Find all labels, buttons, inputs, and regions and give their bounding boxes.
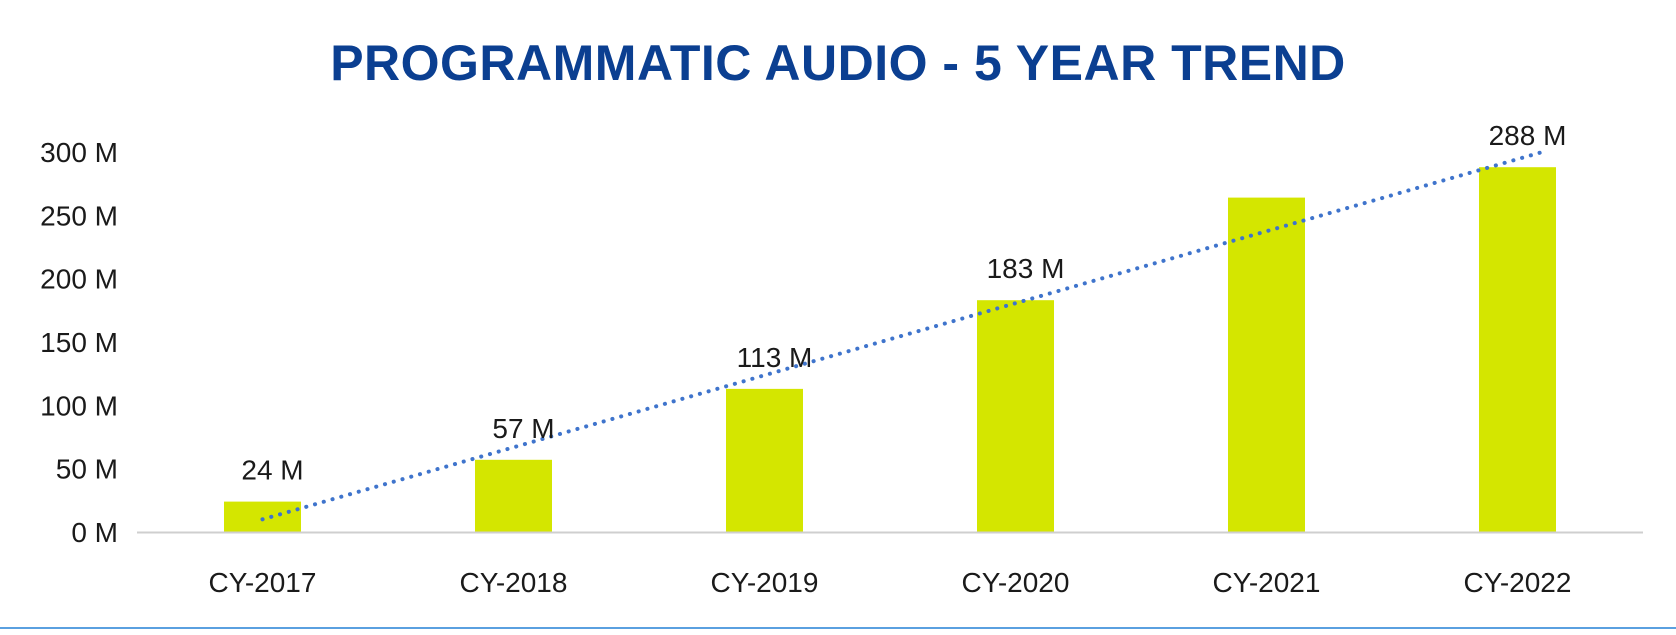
bars (224, 167, 1556, 532)
bar (224, 501, 301, 532)
bottom-divider (0, 627, 1676, 629)
data-label: 183 M (987, 253, 1065, 284)
bar (1228, 197, 1305, 532)
data-label: 288 M (1489, 120, 1567, 151)
x-tick-label: CY-2022 (1464, 567, 1572, 598)
x-tick-label: CY-2018 (460, 567, 568, 598)
x-tick-label: CY-2021 (1213, 567, 1321, 598)
y-axis-tick-labels: 0 M 50 M 100 M 150 M 200 M 250 M 300 M (40, 137, 118, 548)
data-label: 24 M (241, 455, 303, 486)
bar (726, 388, 803, 532)
chart-title: PROGRAMMATIC AUDIO - 5 YEAR TREND (330, 35, 1346, 91)
bar (475, 459, 552, 532)
data-label: 57 M (492, 413, 554, 444)
x-tick-label: CY-2020 (962, 567, 1070, 598)
bar (977, 300, 1054, 532)
y-tick-label: 100 M (40, 390, 118, 421)
x-tick-label: CY-2019 (711, 567, 819, 598)
y-tick-label: 300 M (40, 137, 118, 168)
y-tick-label: 200 M (40, 264, 118, 295)
trendline (260, 150, 1545, 522)
x-axis-tick-labels: CY-2017 CY-2018 CY-2019 CY-2020 CY-2021 CY-20… (209, 567, 1572, 598)
data-label: 113 M (737, 342, 813, 373)
bar (1479, 167, 1556, 532)
data-labels: 24 M 57 M 113 M 183 M 288 M (241, 120, 1566, 485)
x-tick-label: CY-2017 (209, 567, 317, 598)
y-tick-label: 250 M (40, 200, 118, 231)
y-tick-label: 50 M (56, 454, 118, 485)
y-tick-label: 150 M (40, 327, 118, 358)
y-tick-label: 0 M (71, 517, 118, 548)
